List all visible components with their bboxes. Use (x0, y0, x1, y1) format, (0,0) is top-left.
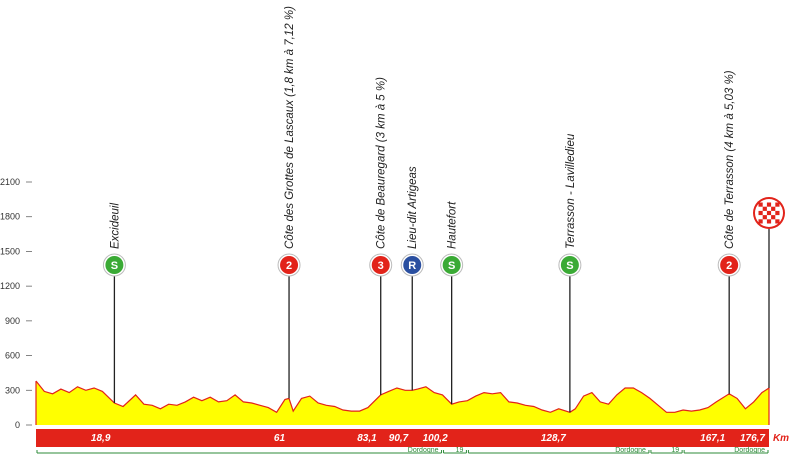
finish-checker-cell (775, 202, 780, 207)
climb-badge-icon (720, 256, 739, 274)
department-label: Dordogne (615, 447, 646, 454)
finish-checker-cell (766, 219, 772, 224)
department-strip: Dordogne 19 Dordogne 19 Dordogne (36, 447, 769, 454)
y-tick-label: 1800 (0, 212, 20, 222)
km-value-label: 100,2 (423, 433, 448, 444)
climb-badge-icon (371, 256, 390, 274)
route-point-sprint: S Terrasson - Lavilledieu 128,7 (541, 133, 582, 444)
point-name-label: Excideuil (109, 203, 121, 249)
badge-label: S (111, 260, 118, 272)
point-name-label: Lieu-dit Artigeas (407, 166, 419, 249)
km-value-label: 83,1 (357, 433, 377, 444)
sprint-badge-icon (442, 256, 461, 274)
finish-checker-cell (758, 219, 763, 224)
y-tick-label: 2100 (0, 177, 20, 187)
point-name-label: Côte de Terrasson (4 km à 5,03 %) (724, 70, 736, 249)
finish-checker-cell (766, 202, 772, 207)
finish-checker-cell (775, 210, 780, 216)
distance-bar-rect (36, 429, 769, 447)
badge-label: R (408, 260, 416, 272)
department-label: Dordogne (408, 447, 439, 454)
point-name-label: Côte des Grottes de Lascaux (1,8 km à 7,… (284, 6, 296, 249)
finish-checker-cell (771, 206, 776, 211)
finish-checker-cell (762, 215, 767, 220)
badge-label: S (566, 260, 573, 272)
sprint-badge-icon (105, 256, 124, 274)
route-point-refuel: R Lieu-dit Artigeas 90,7 (389, 166, 424, 444)
route-point-climb: 3 Côte de Beauregard (3 km à 5 %) 83,1 (357, 77, 393, 444)
route-point-sprint: S Excideuil 18,9 (91, 203, 126, 444)
km-unit-label: Km (773, 433, 789, 444)
km-value-label: 90,7 (389, 433, 409, 444)
route-points: S Excideuil 18,9 2 Côte des Grottes de Lasca… (91, 6, 785, 444)
department-label: 19 (671, 447, 679, 454)
y-tick-label: 300 (5, 385, 20, 395)
badge-label: 3 (378, 260, 384, 272)
y-tick-label: 1500 (0, 246, 20, 256)
km-value-label: 18,9 (91, 433, 111, 444)
finish-checker-cell (766, 210, 772, 216)
point-name-label: Terrasson - Lavilledieu (565, 133, 577, 249)
sprint-badge-icon (560, 256, 579, 274)
km-value-label: 61 (274, 433, 286, 444)
department-label: Dordogne (734, 447, 765, 454)
y-tick-label: 900 (5, 316, 20, 326)
point-name-label: Hautefort (447, 201, 459, 249)
y-tick-label: 600 (5, 351, 20, 361)
route-point-climb: 2 Côte des Grottes de Lascaux (1,8 km à 7… (274, 6, 301, 444)
badge-label: S (448, 260, 455, 272)
finish-checker-cell (758, 210, 763, 216)
km-value-label: 167,1 (700, 433, 725, 444)
profile-line (35, 380, 770, 414)
badge-label: 2 (726, 260, 732, 272)
km-value-label: 128,7 (541, 433, 566, 444)
profile-area (35, 380, 770, 425)
route-point-climb: 2 Côte de Terrasson (4 km à 5,03 %) 167,1 (700, 70, 741, 444)
refuel-badge-icon (403, 256, 422, 274)
y-tick-label: 0 (15, 420, 20, 430)
department-label: 19 (456, 447, 464, 454)
y-tick-label: 1200 (0, 281, 20, 291)
km-value-label: 176,7 (740, 433, 765, 444)
route-point-finish: 176,7 (740, 197, 785, 444)
point-name-label: Côte de Beauregard (3 km à 5 %) (376, 77, 388, 249)
finish-checker-cell (758, 202, 763, 207)
finish-checker-cell (775, 219, 780, 224)
badge-label: 2 (286, 260, 292, 272)
distance-bar: Km (36, 429, 789, 447)
profile-fill (36, 381, 769, 425)
y-axis: 0 300 600 900 1200 1500 1800 2100 (0, 177, 32, 430)
climb-badge-icon (280, 256, 299, 274)
route-point-sprint: S Hautefort 100,2 (423, 201, 464, 444)
finish-checker-cell (771, 215, 776, 220)
finish-checker-cell (762, 206, 767, 211)
